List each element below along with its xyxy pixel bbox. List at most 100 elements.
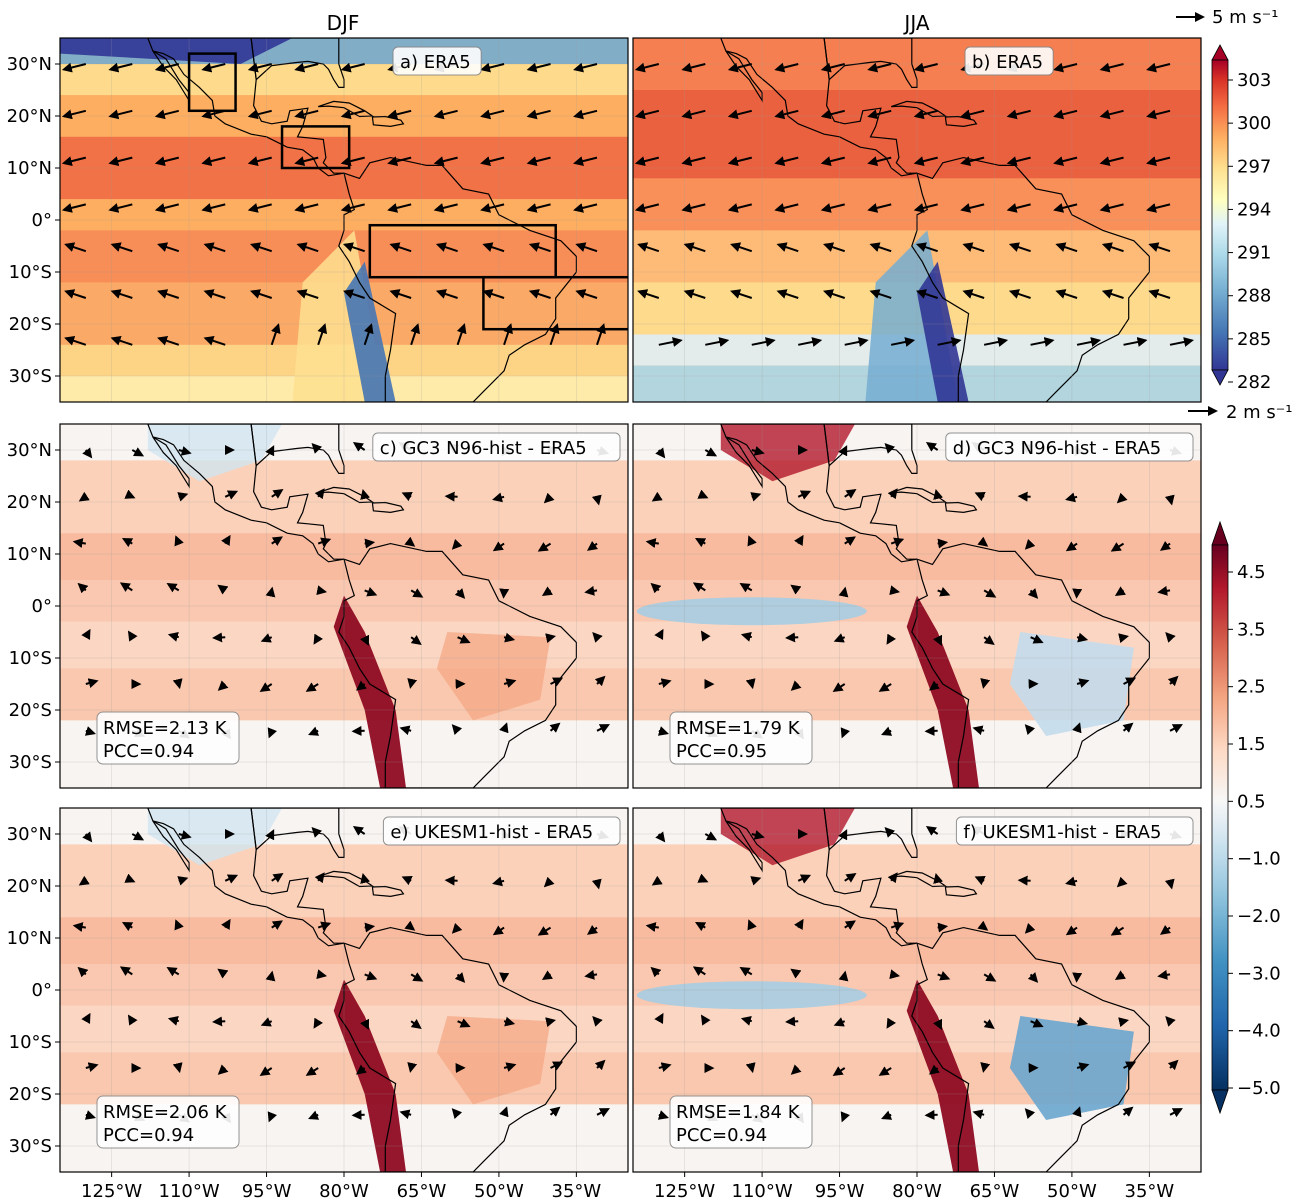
x-tick-label: 110°W — [732, 1181, 793, 1200]
colorbar-top-tick-label: 297 — [1237, 156, 1271, 177]
column-title-djf: DJF — [327, 11, 360, 35]
panel-label-text: d) GC3 N96-hist - ERA5 — [953, 438, 1161, 459]
rmse-text: RMSE=2.06 K — [103, 1102, 228, 1123]
x-tick-label: 35°W — [552, 1181, 602, 1200]
y-tick-label: 20°S — [9, 700, 52, 721]
colorbar-bottom-tick-label: 2.5 — [1237, 677, 1266, 698]
colorbar-bottom-tick-label: −1.0 — [1237, 849, 1281, 870]
wind-vector — [132, 881, 133, 882]
wind-vector — [891, 590, 898, 591]
wind-vector — [410, 684, 411, 687]
cold-bias-tongue — [637, 597, 867, 625]
panel-d: d) GC3 N96-hist - ERA5 RMSE=1.79 KPCC=0.9… — [633, 424, 1201, 788]
wind-vector — [1020, 880, 1031, 881]
x-tick-label: 125°W — [81, 1181, 142, 1200]
colorbar-top-lower-extend — [1212, 370, 1228, 385]
y-tick-label: 20°N — [7, 876, 52, 897]
panel-label: c) GC3 N96-hist - ERA5 — [373, 433, 620, 461]
panel-label: f) UKESM1-hist - ERA5 — [956, 817, 1193, 845]
wind-vector — [983, 1068, 984, 1071]
wind-vector — [845, 447, 847, 450]
wind-vector — [936, 875, 937, 881]
colorbar-bottom-upper-extend — [1212, 522, 1228, 545]
panel-e: e) UKESM1-hist - ERA5 RMSE=2.06 KPCC=0.94… — [7, 808, 628, 1172]
y-tick-label: 30°N — [7, 440, 52, 461]
wind-vector — [787, 1021, 798, 1022]
colorbar-bottom-tick-label: −4.0 — [1237, 1021, 1281, 1042]
x-tick-label: 80°W — [892, 1181, 942, 1200]
wind-vector — [938, 926, 946, 927]
wind-vector — [447, 496, 458, 497]
colorbar-bottom-lower-extend — [1212, 1090, 1228, 1113]
colorbar-top-tick-label: 282 — [1237, 372, 1271, 393]
colorbar-bottom-tick-label: 4.5 — [1237, 562, 1266, 583]
y-tick-label: 20°S — [9, 314, 52, 335]
x-tick-label: 80°W — [319, 1181, 369, 1200]
cold-bias-tongue — [637, 981, 867, 1009]
wind-vector — [891, 974, 898, 975]
x-tick-label: 50°W — [474, 1181, 524, 1200]
wind-vector — [752, 684, 753, 687]
colorbar-bottom-bar — [1212, 545, 1228, 1090]
colorbar-top-tick-label: 288 — [1237, 286, 1271, 307]
x-tick-label: 95°W — [242, 1181, 292, 1200]
rmse-text: RMSE=2.13 K — [103, 718, 228, 739]
panel-label-text: e) UKESM1-hist - ERA5 — [390, 822, 593, 843]
wind-vector — [363, 875, 364, 881]
panel-label-text: f) UKESM1-hist - ERA5 — [963, 822, 1161, 843]
colorbar-bottom-tick-label: 3.5 — [1237, 619, 1266, 640]
colorbar-top-tick-label: 294 — [1237, 199, 1271, 220]
wind-vector — [1020, 496, 1031, 497]
wind-vector — [365, 926, 373, 927]
colorbar-bottom-tick-label: −2.0 — [1237, 906, 1281, 927]
y-tick-label: 10°S — [9, 262, 52, 283]
wind-vector — [318, 974, 325, 975]
rmse-text: RMSE=1.84 K — [676, 1102, 801, 1123]
wind-vector — [1124, 1020, 1128, 1021]
rmse-text: RMSE=1.79 K — [676, 718, 801, 739]
x-tick-label: 95°W — [815, 1181, 865, 1200]
colorbar-top-tick-label: 300 — [1237, 113, 1271, 134]
wind-vector — [318, 590, 325, 591]
x-tick-label: 65°W — [397, 1181, 447, 1200]
y-tick-label: 0° — [32, 980, 52, 1001]
colorbar-bottom-tick-label: −5.0 — [1237, 1078, 1281, 1099]
quiver-key-top: 5 m s⁻¹ — [1176, 7, 1279, 28]
wind-vector — [551, 636, 555, 637]
quiver-key-top-label: 5 m s⁻¹ — [1212, 7, 1279, 28]
y-tick-label: 30°S — [9, 1136, 52, 1157]
y-tick-label: 10°N — [7, 544, 52, 565]
pcc-text: PCC=0.94 — [676, 1125, 767, 1146]
wind-vector — [410, 1068, 411, 1071]
colorbar-bottom-tick-label: 0.5 — [1237, 791, 1266, 812]
wind-vector — [132, 497, 133, 498]
y-tick-label: 10°N — [7, 928, 52, 949]
x-tick-label: 65°W — [970, 1181, 1020, 1200]
colorbar-top-tick-label: 285 — [1237, 329, 1271, 350]
panel-label-text: b) ERA5 — [972, 52, 1043, 73]
colorbar-top-bar — [1212, 60, 1228, 370]
wind-vector — [363, 491, 364, 497]
y-tick-label: 10°S — [9, 648, 52, 669]
panel-label-text: a) ERA5 — [400, 52, 471, 73]
colorbar-bottom-tick-label: −3.0 — [1237, 963, 1281, 984]
y-tick-label: 30°S — [9, 752, 52, 773]
pcc-text: PCC=0.95 — [676, 741, 767, 762]
map-panels: a) ERA5 30°N 20°N 10°N 0° 10°S 20°S 30°S b) ERA5… — [7, 38, 1201, 1172]
y-tick-label: 30°N — [7, 54, 52, 75]
wind-vector — [936, 491, 937, 497]
panel-label: e) UKESM1-hist - ERA5 — [383, 817, 620, 845]
wind-vector — [272, 831, 274, 834]
x-tick-label: 35°W — [1125, 1181, 1175, 1200]
y-tick-label: 20°S — [9, 1084, 52, 1105]
pcc-text: PCC=0.94 — [103, 741, 194, 762]
y-tick-label: 10°S — [9, 1032, 52, 1053]
wind-vector — [752, 1068, 753, 1071]
wind-vector — [447, 880, 458, 881]
y-tick-label: 20°N — [7, 106, 52, 127]
